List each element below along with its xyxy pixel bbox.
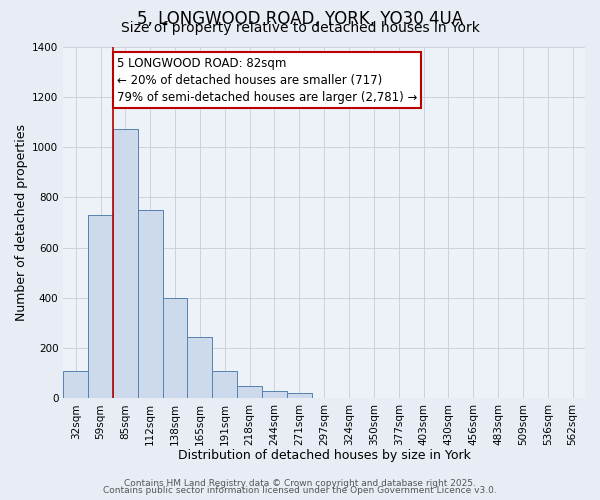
Bar <box>237 386 262 398</box>
Bar <box>163 298 187 398</box>
Text: 5, LONGWOOD ROAD, YORK, YO30 4UA: 5, LONGWOOD ROAD, YORK, YO30 4UA <box>137 10 463 28</box>
Bar <box>262 392 287 398</box>
Text: Size of property relative to detached houses in York: Size of property relative to detached ho… <box>121 21 479 35</box>
Bar <box>138 210 163 398</box>
Bar <box>88 215 113 398</box>
Bar <box>212 370 237 398</box>
Y-axis label: Number of detached properties: Number of detached properties <box>15 124 28 321</box>
Text: 5 LONGWOOD ROAD: 82sqm
← 20% of detached houses are smaller (717)
79% of semi-de: 5 LONGWOOD ROAD: 82sqm ← 20% of detached… <box>116 56 417 104</box>
Bar <box>187 337 212 398</box>
Bar <box>63 370 88 398</box>
Bar <box>287 393 312 398</box>
Bar <box>113 130 138 398</box>
X-axis label: Distribution of detached houses by size in York: Distribution of detached houses by size … <box>178 450 470 462</box>
Text: Contains HM Land Registry data © Crown copyright and database right 2025.: Contains HM Land Registry data © Crown c… <box>124 478 476 488</box>
Text: Contains public sector information licensed under the Open Government Licence v3: Contains public sector information licen… <box>103 486 497 495</box>
